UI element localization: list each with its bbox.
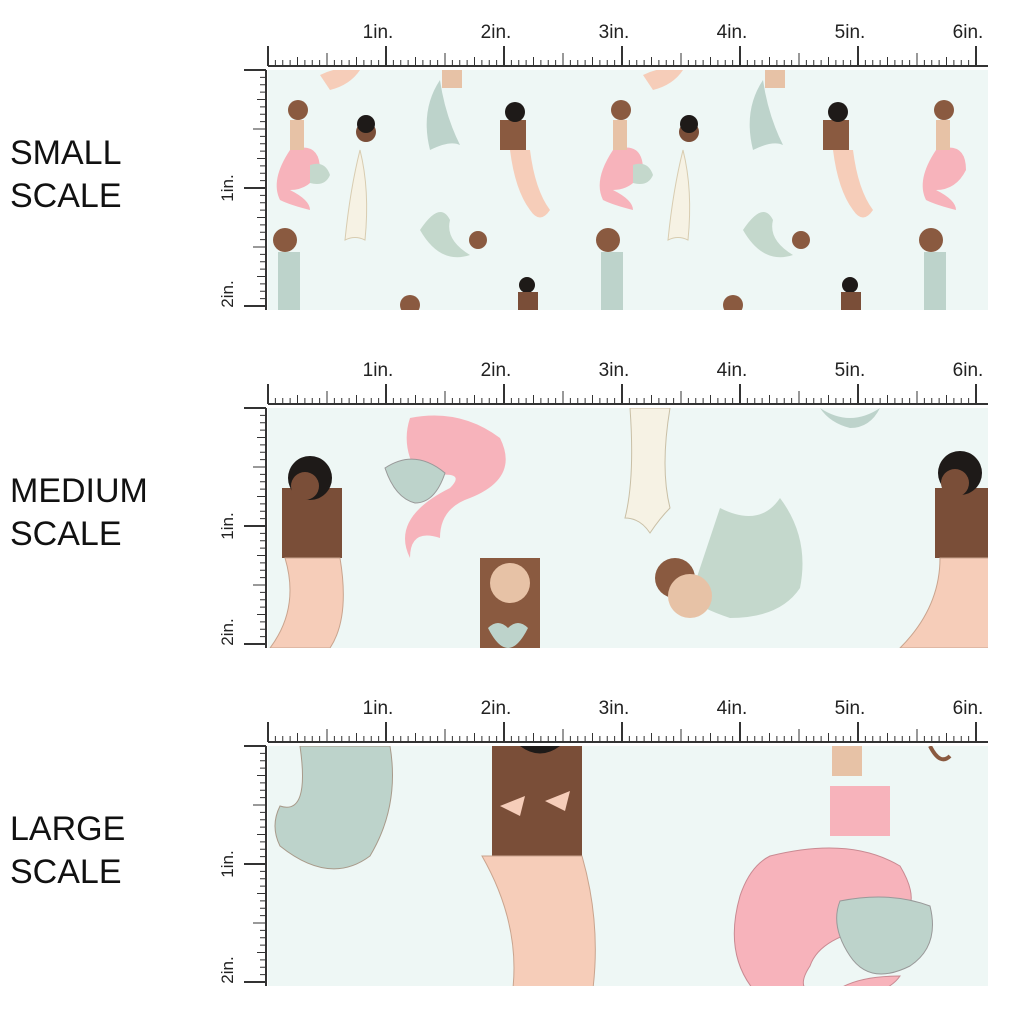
ruler-label-horizontal: 4in. xyxy=(717,22,748,43)
large-scale-label-line2: SCALE xyxy=(10,853,122,891)
ruler-label-horizontal: 4in. xyxy=(717,698,748,719)
large-scale-panel: 1in. 2in. 3in. 4in. 5in. 6in. 1in. 2in. xyxy=(0,676,1024,1016)
ruler-label-horizontal: 5in. xyxy=(835,698,866,719)
ruler-label-vertical: 2in. xyxy=(218,618,237,645)
ruler-label-vertical: 1in. xyxy=(218,850,237,877)
medium-mermaid-pattern xyxy=(269,408,988,648)
ruler-label-horizontal: 4in. xyxy=(717,360,748,381)
small-scale-panel: 1in. 2in. 3in. 4in. 5in. 6in. 1in. 2in. xyxy=(0,0,1024,340)
small-scale-label-line1: SMALL xyxy=(10,134,122,172)
pattern-tile-repeat xyxy=(596,70,873,310)
ruler-label-vertical: 1in. xyxy=(218,174,237,201)
large-ruler: 1in. 2in. 3in. 4in. 5in. 6in. 1in. 2in. xyxy=(218,698,988,986)
fabric-background xyxy=(268,408,988,648)
ruler-label-horizontal: 1in. xyxy=(363,22,394,43)
medium-scale-swatch: 1in. 2in. 3in. 4in. 5in. 6in. 1in. 2in. xyxy=(218,360,988,648)
ruler-label-vertical: 1in. xyxy=(218,512,237,539)
medium-scale-label-line2: SCALE xyxy=(10,515,122,553)
small-scale-label: SMALL SCALE xyxy=(10,132,122,218)
ruler-label-horizontal: 2in. xyxy=(481,360,512,381)
ruler-label-horizontal: 3in. xyxy=(599,698,630,719)
ruler-label-horizontal: 6in. xyxy=(953,360,984,381)
ruler-label-horizontal: 3in. xyxy=(599,22,630,43)
ruler-label-vertical: 2in. xyxy=(218,280,237,307)
medium-ruler: 1in. 2in. 3in. 4in. 5in. 6in. 1in. 2in. xyxy=(218,360,988,648)
large-scale-swatch: 1in. 2in. 3in. 4in. 5in. 6in. 1in. 2in. xyxy=(218,698,988,986)
ruler-label-horizontal: 5in. xyxy=(835,22,866,43)
ruler-label-horizontal: 5in. xyxy=(835,360,866,381)
ruler-label-horizontal: 1in. xyxy=(363,360,394,381)
small-mermaid-pattern xyxy=(273,70,966,310)
small-scale-label-line2: SCALE xyxy=(10,177,122,215)
medium-scale-label-line1: MEDIUM xyxy=(10,472,148,510)
small-scale-swatch: 1in. 2in. 3in. 4in. 5in. 6in. 1in. 2in. xyxy=(218,22,988,310)
large-scale-label: LARGE SCALE xyxy=(10,808,125,894)
ruler-label-vertical: 2in. xyxy=(218,956,237,983)
medium-scale-label: MEDIUM SCALE xyxy=(10,470,148,556)
large-scale-label-line1: LARGE xyxy=(10,810,126,848)
large-mermaid-pattern xyxy=(274,746,952,986)
ruler-label-horizontal: 6in. xyxy=(953,698,984,719)
small-ruler: 1in. 2in. 3in. 4in. 5in. 6in. 1in. 2in. xyxy=(218,22,988,310)
pattern-tile xyxy=(273,70,550,310)
ruler-label-horizontal: 1in. xyxy=(363,698,394,719)
ruler-label-horizontal: 2in. xyxy=(481,22,512,43)
pattern-tile-repeat xyxy=(919,100,966,310)
ruler-label-horizontal: 2in. xyxy=(481,698,512,719)
ruler-label-horizontal: 6in. xyxy=(953,22,984,43)
medium-scale-panel: 1in. 2in. 3in. 4in. 5in. 6in. 1in. 2in. xyxy=(0,338,1024,678)
ruler-label-horizontal: 3in. xyxy=(599,360,630,381)
